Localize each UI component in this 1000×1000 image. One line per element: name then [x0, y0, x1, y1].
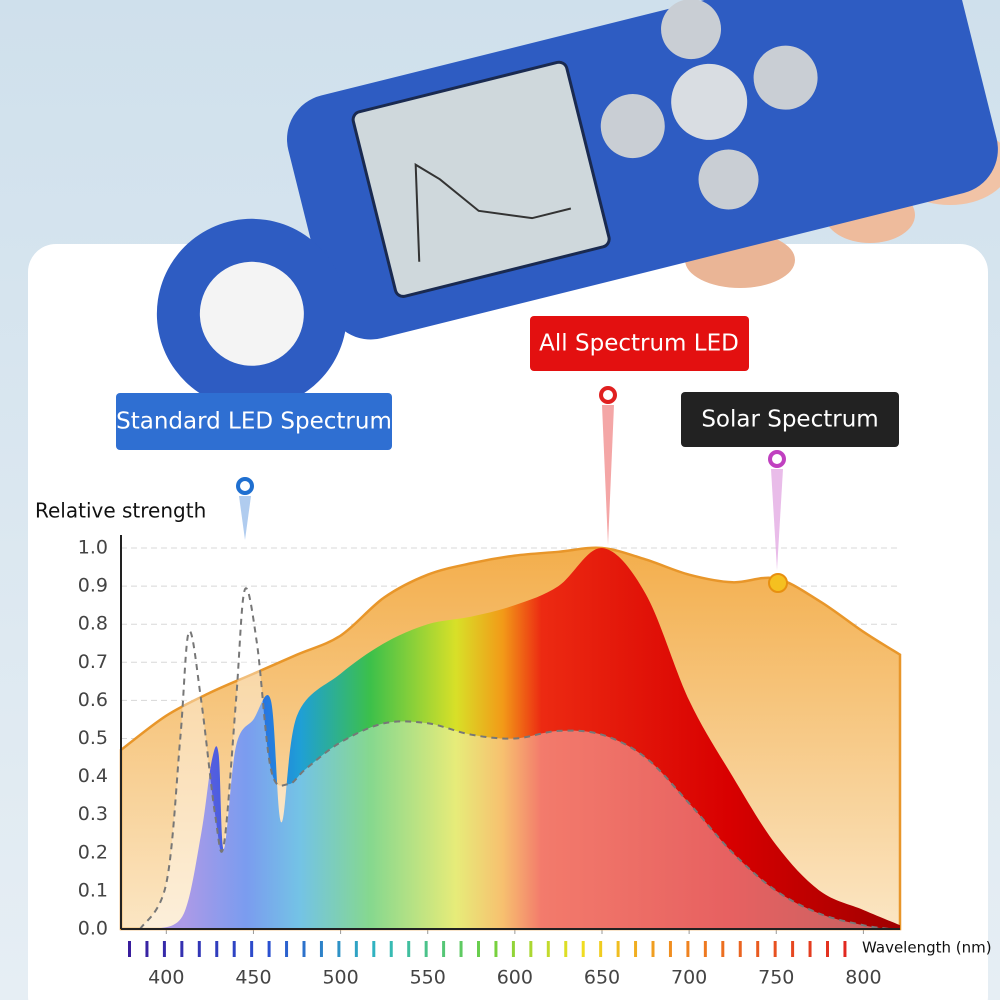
wavelength-strip — [843, 941, 847, 957]
x-tick-label: 700 — [671, 967, 707, 989]
device-photo — [156, 0, 1000, 409]
wavelength-strip — [145, 941, 149, 957]
wavelength-strip — [319, 941, 323, 957]
y-tick-label: 0.5 — [78, 727, 108, 749]
wavelength-strip — [808, 941, 812, 957]
wavelength-strip — [668, 941, 672, 957]
y-tick-label: 0.4 — [78, 765, 108, 787]
x-tick-label: 500 — [322, 967, 358, 989]
wavelength-strip — [354, 941, 358, 957]
x-axis-title: Wavelength (nm) — [862, 939, 992, 957]
wavelength-strip — [459, 941, 463, 957]
series-label: All Spectrum LED — [539, 331, 739, 357]
wavelength-strip — [494, 941, 498, 957]
x-tick-label: 750 — [758, 967, 794, 989]
wavelength-strip — [826, 941, 829, 957]
y-axis-title: Relative strength — [35, 499, 206, 523]
x-tick-label: 400 — [148, 967, 184, 989]
wavelength-strip — [721, 941, 725, 957]
wavelength-strip — [128, 941, 131, 957]
wavelength-strip — [250, 941, 254, 957]
pin — [236, 477, 254, 540]
wavelength-strip — [372, 941, 376, 957]
wavelength-strip — [407, 941, 411, 957]
wavelength-strip — [616, 941, 620, 957]
pin — [599, 386, 617, 545]
x-tick-label: 800 — [845, 967, 881, 989]
wavelength-strip — [180, 941, 184, 957]
wavelength-strip — [267, 941, 271, 957]
x-tick-label: 650 — [584, 967, 620, 989]
y-tick-label: 0.9 — [78, 575, 108, 597]
y-tick-label: 0.2 — [78, 841, 108, 863]
wavelength-strip — [477, 941, 480, 957]
x-tick-label: 450 — [235, 967, 271, 989]
wavelength-strip — [634, 941, 638, 957]
y-tick-label: 0.7 — [78, 651, 108, 673]
wavelength-strip — [546, 941, 550, 957]
x-tick-label: 600 — [497, 967, 533, 989]
wavelength-strip — [599, 941, 603, 957]
wavelength-strip — [738, 941, 742, 957]
wavelength-strip — [791, 941, 795, 957]
wavelength-strip — [581, 941, 585, 957]
wavelength-strip — [424, 941, 428, 957]
y-tick-label: 0.3 — [78, 803, 108, 825]
y-tick-label: 1.0 — [78, 537, 108, 559]
label-box — [681, 392, 899, 447]
wavelength-strip — [215, 941, 219, 957]
x-tick-label: 550 — [410, 967, 446, 989]
series-label: Solar Spectrum — [701, 407, 878, 433]
y-tick-label: 0.6 — [78, 689, 108, 711]
y-tick-label: 0.1 — [78, 879, 108, 901]
wavelength-strip — [302, 941, 306, 957]
series-label: Standard LED Spectrum — [116, 409, 392, 435]
wavelength-strip — [773, 941, 777, 957]
wavelength-strip — [337, 941, 341, 957]
wavelength-strip — [285, 941, 289, 957]
wavelength-strip — [651, 941, 655, 957]
wavelength-strip — [442, 941, 446, 957]
wavelength-strip — [564, 941, 568, 957]
y-tick-label: 0.0 — [78, 918, 108, 940]
wavelength-strip — [511, 941, 515, 957]
wavelength-strip — [529, 941, 533, 957]
wavelength-strip — [703, 941, 707, 957]
wavelength-strip — [232, 941, 236, 957]
label-box — [530, 316, 749, 371]
label-box — [116, 393, 392, 450]
wavelength-strip — [389, 941, 393, 957]
wavelength-strip — [756, 941, 760, 957]
pin — [768, 450, 786, 570]
area-series — [138, 587, 890, 930]
wavelength-strip — [197, 941, 201, 957]
sun-icon — [768, 573, 788, 593]
wavelength-strip — [686, 941, 690, 957]
wavelength-strip — [162, 941, 166, 957]
area-series — [157, 547, 901, 929]
y-tick-label: 0.8 — [78, 613, 108, 635]
